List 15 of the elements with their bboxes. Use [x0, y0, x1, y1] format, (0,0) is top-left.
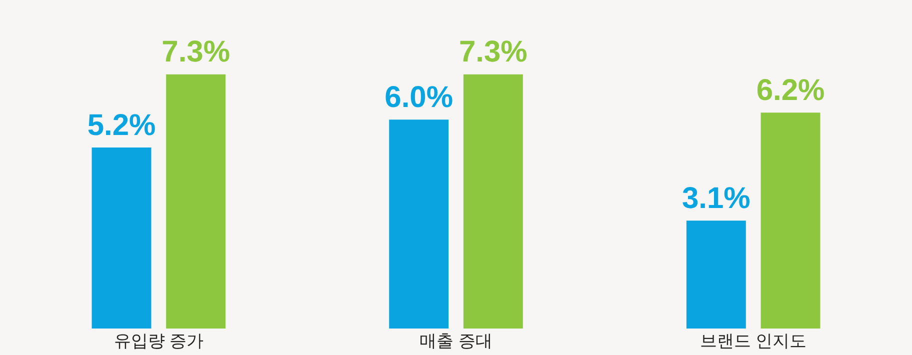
- bar: [463, 74, 523, 329]
- data-label: 7.3%: [458, 36, 528, 69]
- x-tick-label: 매출 증대: [420, 331, 492, 350]
- x-tick-label: 유입량 증가: [114, 331, 204, 350]
- data-label: 7.3%: [162, 36, 230, 69]
- bar: [760, 112, 820, 329]
- bar: [92, 148, 152, 329]
- data-label: 3.1%: [682, 182, 750, 215]
- bar: [389, 120, 449, 329]
- data-label: 6.2%: [756, 74, 825, 107]
- data-label: 5.2%: [87, 108, 156, 142]
- bar: [166, 74, 226, 329]
- data-label: 6.0%: [384, 80, 454, 114]
- bar: [686, 220, 746, 329]
- x-tick-label: 브랜드 인지도: [700, 331, 807, 350]
